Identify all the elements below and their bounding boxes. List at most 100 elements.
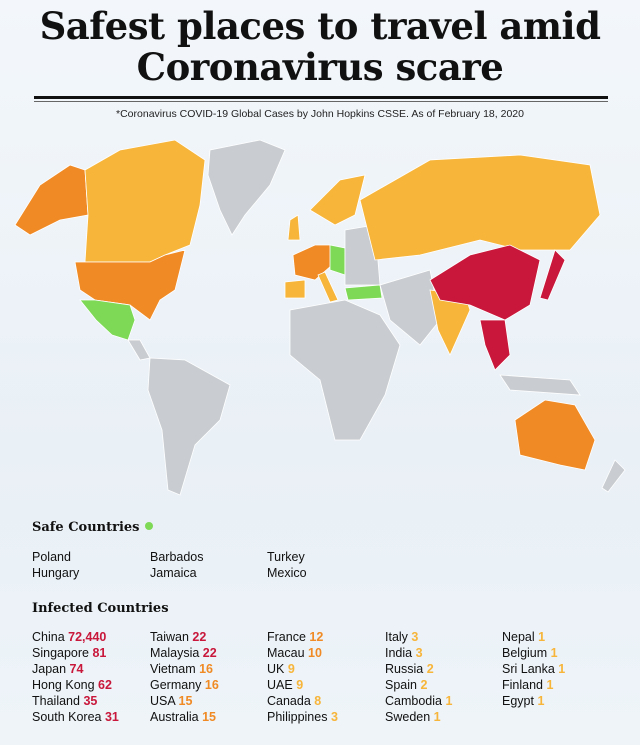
safe-country: Poland — [32, 550, 71, 564]
infected-country: Hong Kong 62 — [32, 677, 119, 693]
case-count: 31 — [104, 710, 119, 724]
country-name: Philippines — [267, 710, 331, 724]
case-count: 16 — [199, 662, 214, 676]
country-name: Hong Kong — [32, 678, 99, 692]
case-count: 1 — [445, 694, 453, 708]
case-count: 22 — [192, 630, 207, 644]
china — [429, 244, 541, 321]
mexico — [79, 299, 136, 341]
safe-title: Safe Countries — [32, 520, 140, 535]
country-name: Vietnam — [150, 662, 200, 676]
country-name: Malaysia — [150, 646, 203, 660]
case-count: 1 — [538, 630, 546, 644]
country-name: Spain — [385, 678, 421, 692]
country-name: Sri Lanka — [502, 662, 559, 676]
infected-country: UAE 9 — [267, 677, 338, 693]
infected-countries-column: Nepal 1 Belgium 1 Sri Lanka 1 Finland 1 Egyp… — [502, 629, 565, 709]
infected-country: Spain 2 — [385, 677, 452, 693]
infected-countries-heading: Infected Countries — [32, 601, 169, 616]
poland-hungary — [329, 244, 346, 276]
country-name: Egypt — [502, 694, 538, 708]
spain — [284, 279, 306, 299]
country-name: France — [267, 630, 310, 644]
infected-countries-column: France 12 Macau 10 UK 9 UAE 9 Canada 8 Philip… — [267, 629, 338, 725]
country-name: Italy — [385, 630, 412, 644]
safe-country: Mexico — [267, 566, 307, 580]
infected-country: China 72,440 — [32, 629, 119, 645]
south-america — [147, 357, 231, 496]
infected-country: Sri Lanka 1 — [502, 661, 565, 677]
infected-countries-column: China 72,440 Singapore 81 Japan 74 Hong Kon… — [32, 629, 119, 725]
uk — [287, 214, 301, 241]
infected-country: Egypt 1 — [502, 693, 565, 709]
infected-country: Vietnam 16 — [150, 661, 219, 677]
country-name: Taiwan — [150, 630, 193, 644]
central-america — [127, 339, 151, 361]
infected-country: France 12 — [267, 629, 338, 645]
case-count: 72,440 — [68, 630, 107, 644]
case-count: 3 — [330, 710, 338, 724]
divider — [34, 96, 608, 99]
case-count: 1 — [433, 710, 441, 724]
australia — [514, 399, 596, 471]
case-count: 74 — [69, 662, 84, 676]
divider — [34, 101, 608, 102]
case-count: 35 — [83, 694, 98, 708]
infected-country: Belgium 1 — [502, 645, 565, 661]
case-count: 15 — [202, 710, 217, 724]
source-note: *Coronavirus COVID-19 Global Cases by Jo… — [116, 108, 524, 120]
country-name: Germany — [150, 678, 205, 692]
japan — [539, 249, 566, 301]
title-line-1: Safest places to travel amid — [39, 4, 601, 48]
case-count: 1 — [537, 694, 545, 708]
infected-country: Singapore 81 — [32, 645, 119, 661]
infected-country: Malaysia 22 — [150, 645, 219, 661]
green-dot-icon — [144, 522, 153, 530]
infected-country: India 3 — [385, 645, 452, 661]
country-name: India — [385, 646, 416, 660]
safe-country: Hungary — [32, 566, 80, 580]
infected-country: Australia 15 — [150, 709, 219, 725]
country-name: Nepal — [502, 630, 539, 644]
case-count: 2 — [420, 678, 428, 692]
case-count: 62 — [98, 678, 112, 692]
case-count: 9 — [296, 678, 304, 692]
infected-country: Canada 8 — [267, 693, 338, 709]
safe-country: Turkey — [267, 550, 305, 564]
country-name: UAE — [267, 678, 297, 692]
africa — [289, 299, 401, 441]
safe-countries-column: Turkey Mexico — [267, 549, 307, 581]
case-count: 9 — [287, 662, 295, 676]
safe-country: Barbados — [150, 550, 204, 564]
southeast-asia — [479, 319, 511, 371]
case-count: 8 — [314, 694, 322, 708]
infected-country: Thailand 35 — [32, 693, 119, 709]
infected-country: USA 15 — [150, 693, 219, 709]
russia — [359, 154, 601, 261]
infected-country: South Korea 31 — [32, 709, 119, 725]
greenland — [207, 139, 286, 236]
case-count: 3 — [411, 630, 419, 644]
safe-countries-column: Poland Hungary — [32, 549, 79, 581]
case-count: 1 — [546, 678, 554, 692]
safe-countries-heading: Safe Countries — [32, 520, 153, 535]
country-name: Russia — [385, 662, 427, 676]
infected-country: Nepal 1 — [502, 629, 565, 645]
world-map — [14, 139, 626, 496]
new-zealand — [601, 459, 626, 493]
safe-country: Jamaica — [150, 566, 197, 580]
canada — [84, 139, 206, 263]
scandinavia — [309, 174, 366, 226]
country-name: Finland — [502, 678, 547, 692]
country-name: South Korea — [32, 710, 105, 724]
country-name: USA — [150, 694, 179, 708]
middle-east — [379, 269, 441, 346]
title: Safest places to travel amid Coronavirus … — [0, 6, 640, 88]
infected-country: Macau 10 — [267, 645, 338, 661]
infected-country: Russia 2 — [385, 661, 452, 677]
case-count: 81 — [92, 646, 107, 660]
infected-country: Taiwan 22 — [150, 629, 219, 645]
country-name: Singapore — [32, 646, 93, 660]
case-count: 16 — [204, 678, 219, 692]
